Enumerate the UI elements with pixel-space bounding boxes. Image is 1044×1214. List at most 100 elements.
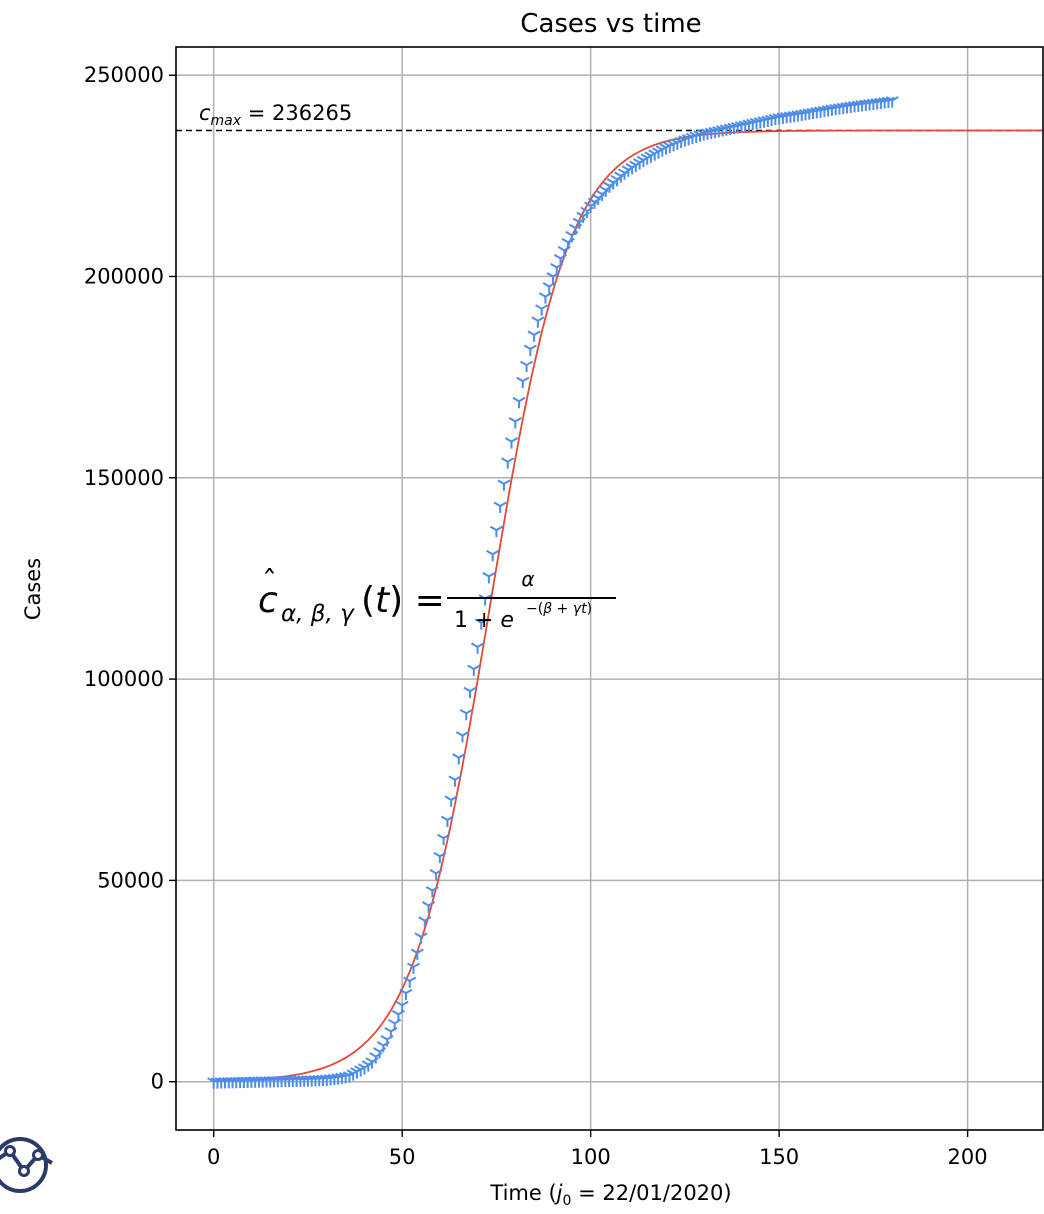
point-stroke [497,479,505,485]
point-stroke [455,731,463,737]
point-stroke [263,1076,271,1082]
point-stroke [316,1074,324,1080]
point-stroke [618,168,626,174]
point-stroke [629,160,637,166]
point-stroke [523,344,531,350]
point-stroke [512,396,520,403]
point-stroke [395,1000,403,1007]
data-point [542,282,556,294]
point-stroke [320,1074,328,1080]
data-point [305,1075,319,1087]
data-point [467,664,481,677]
data-point [403,976,417,989]
point-stroke [357,1063,365,1069]
svg-text:α: α [521,567,534,591]
point-stroke [446,815,454,821]
point-stroke [361,1060,369,1066]
point-stroke [384,1026,392,1033]
point-stroke [409,976,417,982]
point-stroke [405,988,413,994]
data-point [527,330,541,342]
data-point [312,1074,326,1087]
point-stroke [636,155,644,161]
data-point [482,572,496,584]
point-stroke [783,111,791,117]
point-stroke [655,145,663,151]
point-stroke [520,360,528,366]
point-stroke [810,107,818,113]
point-stroke [271,1075,279,1082]
point-stroke [503,479,511,485]
data-point [535,304,549,316]
point-stroke [210,1077,218,1083]
point-stroke [229,1076,237,1083]
point-stroke [712,125,720,132]
point-stroke [267,1076,275,1082]
point-stroke [461,731,470,737]
point-stroke [312,1074,320,1081]
data-point [512,396,526,409]
point-stroke [443,833,451,839]
point-stroke [473,664,481,670]
logistic-formula: c ˆ α, β, γ (t) = α 1 + e −(β + γt) [258,565,616,633]
point-stroke [452,753,460,759]
point-stroke [832,103,840,109]
plot-frame [175,46,1044,1131]
point-stroke [719,124,727,130]
line-chart-logo-icon [0,1137,53,1193]
data-point [437,833,451,846]
point-stroke [297,1075,305,1081]
data-point [538,292,552,304]
point-stroke [369,1052,377,1058]
data-point [395,1000,409,1013]
point-stroke [437,833,445,839]
point-stroke [489,525,497,531]
point-stroke [606,178,614,184]
point-stroke [700,128,709,134]
x-axis-label-sub: 0 [563,1193,572,1209]
point-stroke [670,138,678,144]
point-stroke [527,330,535,336]
point-stroke [682,134,690,140]
svg-text:c: c [258,580,278,621]
point-stroke [553,254,561,260]
data-point [493,501,507,513]
data-point [455,731,470,743]
point-stroke [874,97,882,103]
point-stroke [388,1018,396,1025]
point-stroke [550,263,558,269]
point-stroke [474,618,482,624]
data-point [478,594,492,606]
point-stroke [278,1075,286,1082]
point-stroke [704,127,712,133]
point-stroke [492,549,500,556]
point-stroke [244,1076,252,1082]
point-stroke [768,113,776,120]
x-axis-label-pre: Time ( [489,1181,556,1205]
point-stroke [504,437,512,443]
point-stroke [866,98,874,104]
point-stroke [584,201,592,207]
point-stroke [689,131,697,137]
x-tick-label: 200 [948,1145,988,1169]
grid [176,47,1043,1130]
point-stroke [495,525,503,531]
point-stroke [518,396,526,403]
point-stroke [391,1009,399,1016]
point-stroke [482,572,490,578]
point-stroke [248,1076,256,1082]
point-stroke [350,1067,358,1073]
point-stroke [467,664,475,670]
point-stroke [561,237,569,244]
point-stroke [499,501,507,507]
y-tick-label: 100000 [84,667,164,691]
svg-text:ˆ: ˆ [262,565,277,600]
point-stroke [403,976,411,982]
point-stroke [697,129,705,135]
point-stroke [753,117,761,123]
point-stroke [648,149,656,155]
point-stroke [323,1074,332,1080]
point-stroke [397,1009,405,1016]
point-stroke [891,96,899,102]
